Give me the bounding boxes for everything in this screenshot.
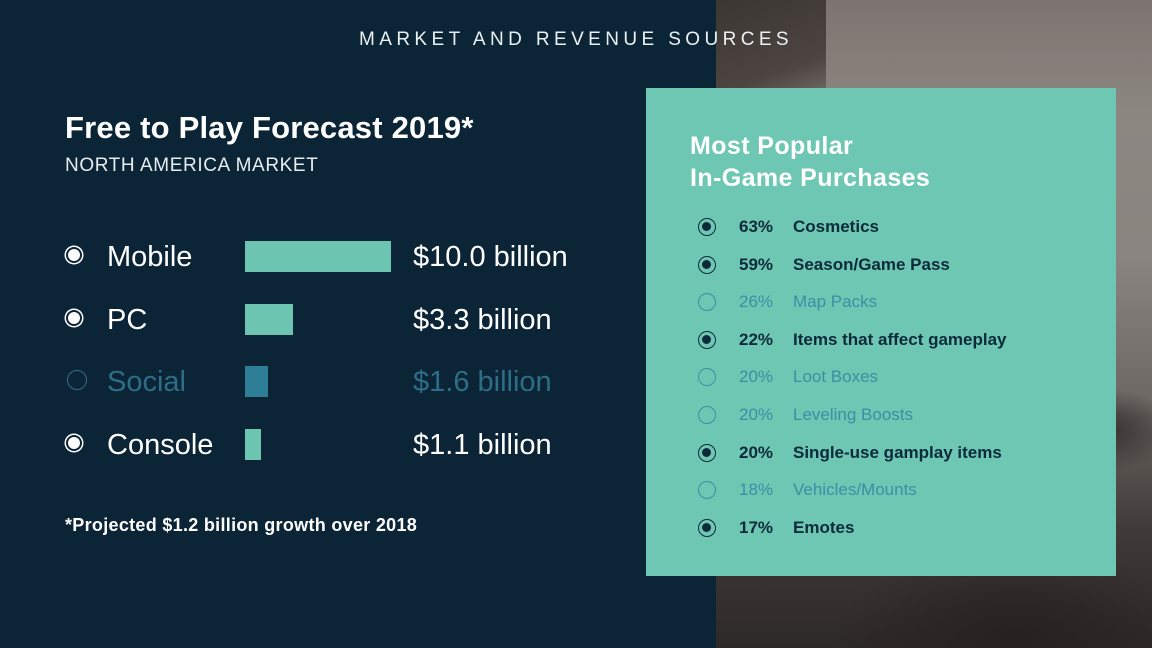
bar: [245, 303, 294, 335]
purchase-row: 63% Cosmetics: [646, 212, 1116, 242]
purchase-label: Loot Boxes: [793, 367, 879, 387]
forecast-footnote: *Projected $1.2 billion growth over 2018: [65, 515, 418, 535]
purchase-label: Cosmetics: [793, 217, 879, 236]
purchase-row: 17% Emotes: [646, 513, 1116, 543]
purchase-label: Single-use gamplay items: [793, 442, 1002, 462]
purchases-title-line2: In-Game Purchases: [690, 164, 931, 192]
purchase-row: 20% Leveling Boosts: [646, 400, 1116, 430]
slide-header: MARKET AND REVENUE SOURCES: [359, 29, 793, 50]
purchase-label: Leveling Boosts: [793, 405, 914, 424]
purchase-percent: 17%: [739, 517, 774, 537]
purchase-percent: 18%: [739, 480, 774, 500]
filled-bullet-icon: [698, 255, 716, 274]
filled-bullet-icon: [698, 518, 716, 537]
value-label: $1.6 billion: [413, 366, 552, 398]
forecast-title: Free to Play Forecast 2019*: [65, 110, 474, 145]
purchase-row: 18% Vehicles/Mounts: [646, 475, 1116, 505]
purchase-percent: 59%: [739, 254, 774, 274]
filled-bullet-icon: [698, 443, 716, 462]
purchases-title: Most Popular In-Game Purchases: [690, 130, 930, 194]
purchase-percent: 20%: [739, 442, 774, 462]
bar: [245, 428, 262, 460]
purchase-percent: 20%: [739, 405, 774, 424]
purchases-panel: Most Popular In-Game Purchases 63% Cosmet…: [646, 88, 1116, 576]
bar: [245, 366, 269, 397]
purchase-row: 20% Single-use gamplay items: [646, 438, 1116, 468]
bullet-icon: [68, 311, 80, 324]
platform-label: Social: [107, 366, 186, 398]
purchase-row: 20% Loot Boxes: [646, 362, 1116, 392]
platform-label: PC: [107, 303, 148, 336]
purchases-title-line1: Most Popular: [690, 132, 854, 160]
value-label: $10.0 billion: [413, 241, 568, 273]
bullet-icon: [68, 249, 80, 261]
purchase-percent: 20%: [739, 367, 774, 387]
bullet-icon: [67, 370, 87, 390]
value-label: $1.1 billion: [413, 428, 552, 461]
purchase-percent: 63%: [739, 217, 774, 236]
purchase-percent: 22%: [739, 329, 774, 349]
platform-label: Console: [107, 428, 214, 461]
platform-label: Mobile: [107, 241, 193, 273]
bar-row-console: Console $1.1 billion: [0, 425, 640, 465]
filled-bullet-icon: [698, 330, 716, 349]
purchase-row: 22% Items that affect gameplay: [646, 325, 1116, 355]
filled-bullet-icon: [698, 218, 716, 236]
bar-row-social: Social $1.6 billion: [0, 362, 640, 402]
bar: [245, 241, 391, 272]
purchase-label: Emotes: [793, 517, 855, 537]
bar-row-pc: PC $3.3 billion: [0, 300, 640, 340]
purchase-label: Items that affect gameplay: [793, 329, 1007, 349]
purchase-row: 59% Season/Game Pass: [646, 250, 1116, 280]
empty-bullet-icon: [698, 293, 716, 312]
purchase-row: 26% Map Packs: [646, 287, 1116, 317]
bar-row-mobile: Mobile $10.0 billion: [0, 237, 640, 277]
value-label: $3.3 billion: [413, 303, 552, 336]
empty-bullet-icon: [698, 481, 716, 500]
bullet-icon: [68, 436, 80, 449]
purchase-label: Season/Game Pass: [793, 254, 950, 274]
empty-bullet-icon: [698, 406, 716, 424]
purchase-label: Vehicles/Mounts: [793, 480, 917, 500]
purchase-label: Map Packs: [793, 292, 878, 312]
forecast-subtitle: NORTH AMERICA MARKET: [65, 155, 319, 176]
purchase-percent: 26%: [739, 292, 774, 312]
empty-bullet-icon: [698, 368, 716, 387]
